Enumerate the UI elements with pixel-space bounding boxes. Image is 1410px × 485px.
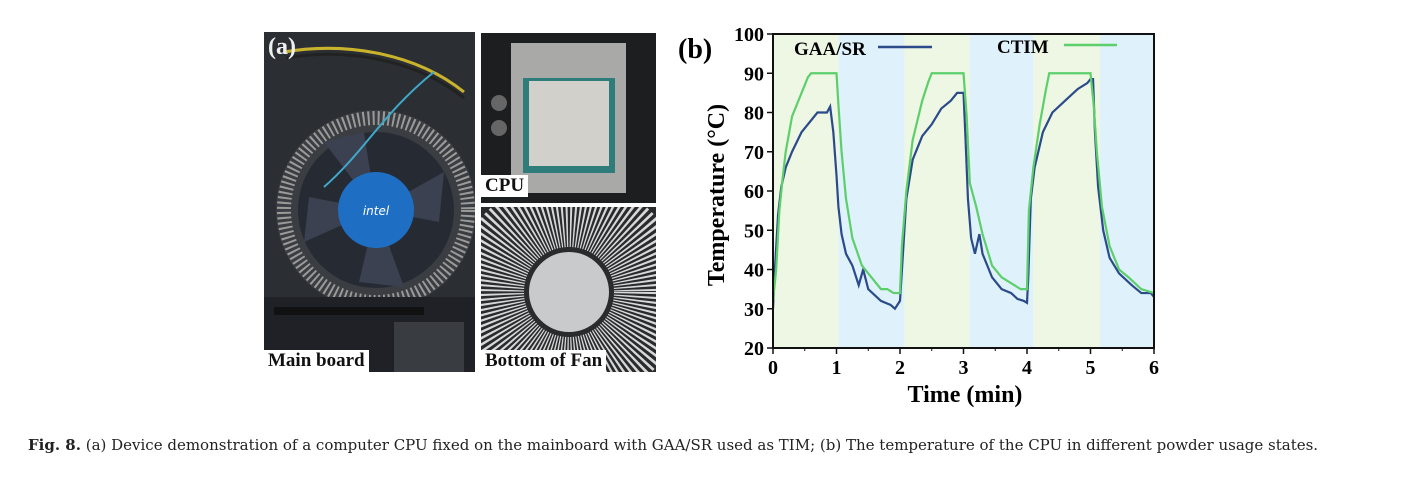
x-tick-label: 1: [832, 357, 842, 379]
figure-caption: Fig. 8. (a) Device demonstration of a co…: [28, 433, 1384, 457]
shaded-band-0: [773, 34, 839, 348]
x-tick-label: 6: [1149, 357, 1159, 379]
mainboard-caption: Main board: [264, 350, 369, 372]
y-tick-label: 60: [744, 181, 764, 203]
panel-a-label: (a): [268, 34, 296, 60]
x-tick-label: 3: [959, 357, 969, 379]
fan-bottom-caption: Bottom of Fan: [481, 350, 607, 372]
cpu-socket-illustration: [481, 33, 656, 203]
y-tick-label: 30: [744, 299, 764, 321]
cpu-fan-illustration: intel: [264, 32, 475, 372]
temperature-chart: 0 1 2 3 4 5 6 20 30 40 50 60 70 80 90 100 (b) Time (min…: [678, 24, 1159, 408]
cpu-photo: CPU: [481, 33, 656, 203]
cpu-caption: CPU: [481, 175, 529, 197]
y-tick-label: 100: [734, 24, 764, 46]
shaded-band-5: [1100, 34, 1154, 348]
y-tick-label: 80: [744, 103, 764, 125]
mainboard-photo: intel (a) Main board: [264, 32, 475, 372]
legend-label-gaa-sr: GAA/SR: [794, 39, 866, 60]
y-tick-label: 70: [744, 142, 764, 164]
x-tick-label: 0: [768, 357, 778, 379]
y-tick-label: 20: [744, 338, 764, 360]
shaded-band-2: [904, 34, 970, 348]
y-tick-label: 90: [744, 63, 764, 85]
y-tick-label: 40: [744, 260, 764, 282]
fan-bottom-photo: Bottom of Fan: [481, 207, 656, 372]
series-line-gaa-sr: [771, 78, 1155, 311]
x-tick-label: 2: [895, 357, 905, 379]
heatsink-illustration: [481, 207, 656, 372]
shaded-band-1: [838, 34, 905, 348]
x-tick-label: 5: [1086, 357, 1096, 379]
y-axis-label: Temperature (°C): [704, 104, 730, 286]
y-tick-label: 50: [744, 220, 764, 242]
panel-b-label: (b): [678, 34, 712, 65]
caption-text: (a) Device demonstration of a computer C…: [80, 436, 1319, 454]
intel-logo: intel: [363, 204, 390, 218]
caption-label: Fig. 8.: [28, 436, 81, 454]
legend: GAA/SR CTIM: [794, 37, 1117, 60]
shaded-band-3: [969, 34, 1034, 348]
series-line-ctim: [771, 72, 1155, 302]
x-axis-label: Time (min): [908, 382, 1023, 408]
legend-label-ctim: CTIM: [997, 37, 1049, 58]
shaded-band-4: [1033, 34, 1101, 348]
x-tick-label: 4: [1022, 357, 1032, 379]
